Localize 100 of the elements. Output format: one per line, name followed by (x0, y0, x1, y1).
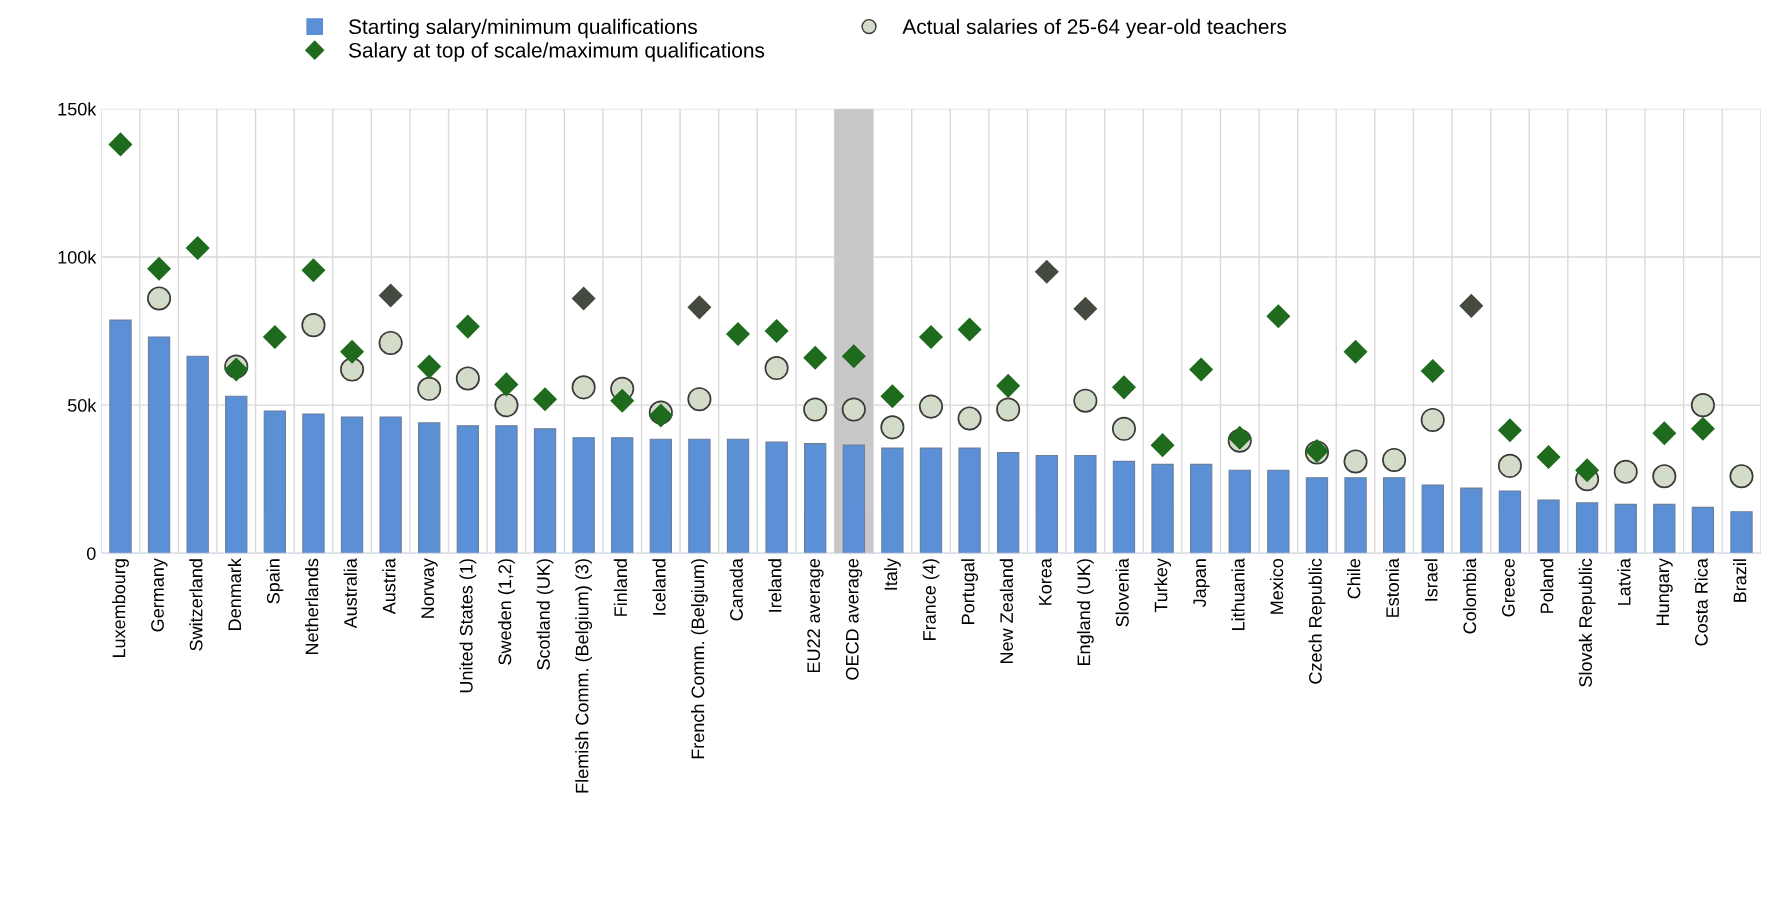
x-tick-label: Czech Republic (1308, 558, 1326, 684)
legend-label: Starting salary/minimum qualifications (348, 18, 697, 39)
x-tick-label: Germany (151, 558, 168, 632)
point (1497, 418, 1522, 443)
bar (611, 437, 634, 554)
bar (495, 425, 518, 554)
legend-label: Salary at top of scale/maximum qualifications (348, 42, 765, 62)
x-tick-label: Brazil (1733, 559, 1747, 602)
point (185, 236, 210, 261)
point (841, 344, 866, 369)
bar (147, 336, 171, 554)
bar (649, 438, 672, 554)
bar (340, 416, 364, 554)
point (1575, 458, 1600, 483)
point (494, 372, 519, 397)
x-tick-label: Colombia (1462, 558, 1477, 634)
point (147, 256, 172, 281)
x-tick-label: Korea (1039, 558, 1052, 605)
bar (1653, 503, 1676, 554)
point (417, 354, 442, 379)
x-tick-label: Latvia (1617, 558, 1631, 605)
point (918, 324, 944, 350)
bar (1151, 463, 1174, 554)
bar (1460, 487, 1483, 554)
x-tick-label: Mexico (1269, 558, 1284, 614)
x-tick-label: Luxembourg (112, 559, 129, 658)
point (1150, 433, 1175, 458)
bar (263, 410, 287, 554)
point (262, 324, 287, 350)
x-tick-label: Finland (613, 559, 628, 616)
point (880, 384, 905, 409)
bar (842, 444, 865, 554)
x-tick-label: United States (1) (459, 559, 477, 693)
point (340, 339, 365, 364)
x-tick-label: Hungary (1656, 558, 1673, 625)
bar (1382, 477, 1406, 554)
x-tick-label: EU22 average (807, 558, 824, 673)
x-tick-label: Turkey (1154, 558, 1171, 613)
x-tick-label: Costa Rica (1694, 558, 1708, 646)
x-tick-label: Switzerland (189, 559, 203, 651)
point (1459, 293, 1484, 318)
y-tick-label: 100k (58, 250, 97, 264)
bar (1035, 454, 1058, 554)
point (571, 286, 596, 311)
bar (997, 451, 1020, 554)
bar (456, 425, 480, 554)
x-tick-label: Italy (883, 558, 901, 590)
x-tick-label: England (UK) (1076, 559, 1094, 666)
x-tick-label: French Comm. (Belgium) (691, 559, 708, 759)
point (1034, 259, 1059, 284)
bar (919, 447, 943, 554)
x-tick-label: Estonia (1385, 558, 1399, 617)
x-tick-label: Ireland (768, 559, 782, 612)
bar (765, 441, 788, 554)
bar (1305, 477, 1329, 554)
x-tick-label: Scotland (UK) (536, 559, 554, 670)
point (1111, 375, 1136, 400)
x-tick-label: Greece (1501, 558, 1515, 617)
bar (1537, 499, 1560, 554)
point (1073, 296, 1098, 321)
y-tick-label: 0 (86, 547, 96, 560)
x-tick-label: Spain (266, 559, 284, 604)
x-tick-label: Israel (1424, 559, 1438, 601)
bar (418, 422, 441, 554)
bar (804, 443, 827, 554)
point (455, 314, 480, 339)
x-tick-label: New Zealand (999, 559, 1014, 664)
bar (1189, 463, 1213, 554)
x-tick-label: Japan (1193, 559, 1210, 608)
bar (1112, 460, 1136, 554)
point (1189, 357, 1214, 382)
bar (186, 355, 209, 554)
point (725, 321, 751, 347)
bar (572, 437, 595, 554)
bar (1730, 511, 1753, 554)
x-tick-label: Netherlands (305, 558, 319, 654)
bar (958, 447, 981, 554)
legend-label: Actual salaries of 25-64 year-old teachers (902, 18, 1287, 39)
bar (1421, 484, 1444, 554)
bar (379, 416, 402, 554)
x-tick-label: Flemish Comm. (Belgium) (3) (575, 559, 593, 793)
point (1266, 304, 1291, 329)
point (1420, 359, 1445, 384)
x-tick-label: OECD average (845, 558, 863, 680)
bar (302, 413, 325, 554)
x-tick-label: Poland (1540, 559, 1554, 613)
bar (1614, 503, 1637, 554)
bar (688, 438, 711, 554)
bar (1228, 469, 1251, 554)
bar (1074, 454, 1097, 554)
point (803, 345, 828, 370)
x-tick-label: Norway (421, 558, 438, 618)
point (610, 388, 635, 413)
bar (533, 428, 557, 554)
point (1652, 421, 1677, 446)
point (533, 387, 558, 412)
x-tick-label: Denmark (227, 558, 242, 630)
bar (1267, 469, 1290, 554)
x-tick-label: Austria (382, 558, 396, 615)
bar (1575, 502, 1599, 554)
